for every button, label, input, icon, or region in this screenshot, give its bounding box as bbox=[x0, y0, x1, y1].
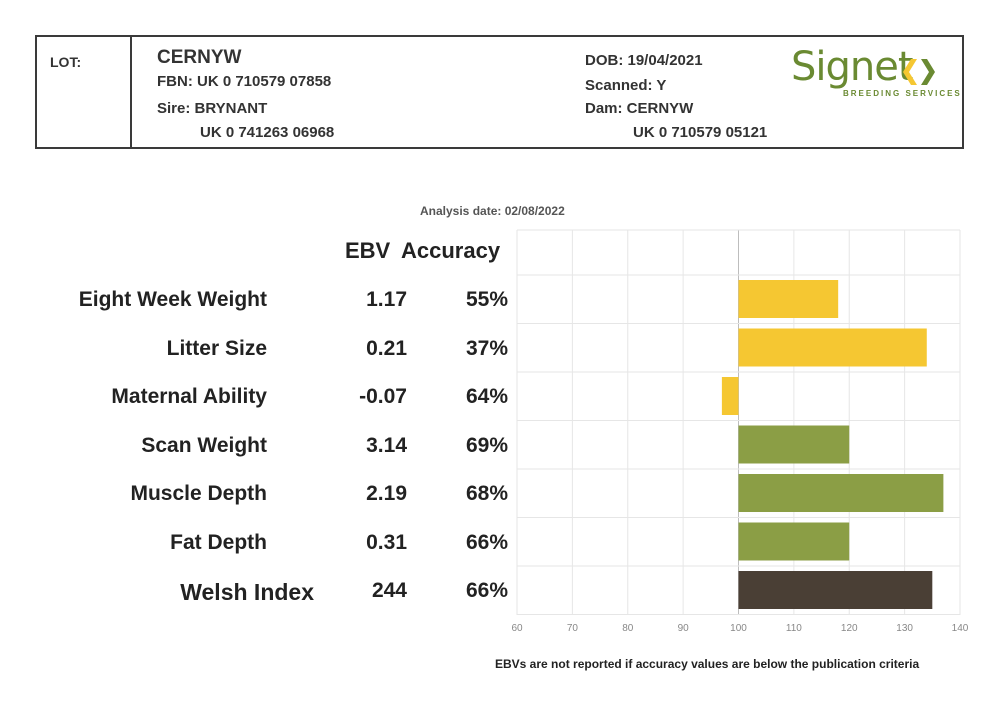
trait-accuracy-value: 68% bbox=[465, 482, 508, 505]
animal-header: LOT: CERNYW FBN: UK 0 710579 07858 Sire:… bbox=[35, 35, 964, 149]
dam-id: UK 0 710579 05121 bbox=[633, 124, 768, 141]
x-tick-label: 130 bbox=[896, 623, 913, 634]
sire: Sire: BRYNANT bbox=[157, 100, 268, 117]
trait-ebv-value: 1.17 bbox=[366, 288, 407, 311]
chevron-logo-icon bbox=[903, 59, 935, 85]
x-tick-label: 140 bbox=[952, 623, 969, 634]
bar-maternal-ability bbox=[721, 377, 739, 415]
trait-ebv-value: 244 bbox=[371, 579, 407, 602]
trait-label: Fat Depth bbox=[170, 530, 267, 554]
x-tick-label: 70 bbox=[567, 623, 579, 634]
x-tick-label: 90 bbox=[678, 623, 690, 634]
trait-accuracy-value: 37% bbox=[465, 336, 508, 360]
trait-accuracy-value: 66% bbox=[465, 579, 508, 602]
dob: DOB: 19/04/2021 bbox=[585, 52, 703, 69]
trait-label: Litter Size bbox=[166, 336, 267, 360]
x-tick-label: 100 bbox=[730, 623, 747, 634]
trait-ebv-value: 2.19 bbox=[366, 482, 407, 505]
bar-litter-size bbox=[738, 328, 927, 367]
footnote: EBVs are not reported if accuracy values… bbox=[495, 657, 920, 671]
ebv-bar-chart: 60 70 80 90 100 110 120 130 140 bbox=[511, 229, 969, 634]
trait-label: Eight Week Weight bbox=[78, 288, 267, 311]
x-tick-label: 60 bbox=[511, 623, 523, 634]
lot-label: LOT: bbox=[50, 54, 82, 70]
analysis-date: Analysis date: 02/08/2022 bbox=[420, 204, 565, 218]
dam: Dam: CERNYW bbox=[585, 100, 694, 117]
sire-id: UK 0 741263 06968 bbox=[200, 124, 335, 141]
x-tick-label: 80 bbox=[622, 623, 634, 634]
trait-label: Muscle Depth bbox=[130, 482, 267, 505]
ebv-column-header: EBV bbox=[345, 238, 391, 263]
bar-eight-week-weight bbox=[738, 280, 839, 318]
trait-accuracy-value: 64% bbox=[465, 385, 508, 408]
bar-muscle-depth bbox=[738, 474, 944, 512]
trait-ebv-value: 0.31 bbox=[366, 530, 407, 554]
bar-scan-weight bbox=[738, 425, 850, 464]
accuracy-column-header: Accuracy bbox=[401, 238, 501, 263]
trait-ebv-value: 3.14 bbox=[366, 433, 407, 457]
trait-label: Maternal Ability bbox=[111, 385, 267, 408]
logo-subtitle: BREEDING SERVICES bbox=[843, 89, 962, 98]
bar-welsh-index bbox=[738, 571, 933, 609]
trait-accuracy-value: 66% bbox=[465, 530, 508, 554]
x-tick-label: 110 bbox=[786, 623, 802, 634]
bar-fat-depth bbox=[738, 522, 850, 561]
trait-ebv-value: 0.21 bbox=[366, 336, 407, 360]
trait-label: Welsh Index bbox=[180, 579, 314, 605]
lot-cell: LOT: bbox=[37, 37, 132, 147]
trait-accuracy-value: 69% bbox=[465, 433, 508, 457]
fbn: FBN: UK 0 710579 07858 bbox=[157, 73, 332, 90]
logo-wordmark: Signet bbox=[791, 44, 914, 90]
x-tick-label: 120 bbox=[841, 623, 858, 634]
signet-logo: Signet BREEDING SERVICES bbox=[791, 44, 960, 98]
trait-label: Scan Weight bbox=[141, 433, 267, 457]
scanned: Scanned: Y bbox=[585, 77, 667, 94]
trait-ebv-value: -0.07 bbox=[359, 385, 407, 408]
animal-name: CERNYW bbox=[157, 47, 242, 68]
trait-accuracy-value: 55% bbox=[465, 288, 508, 311]
